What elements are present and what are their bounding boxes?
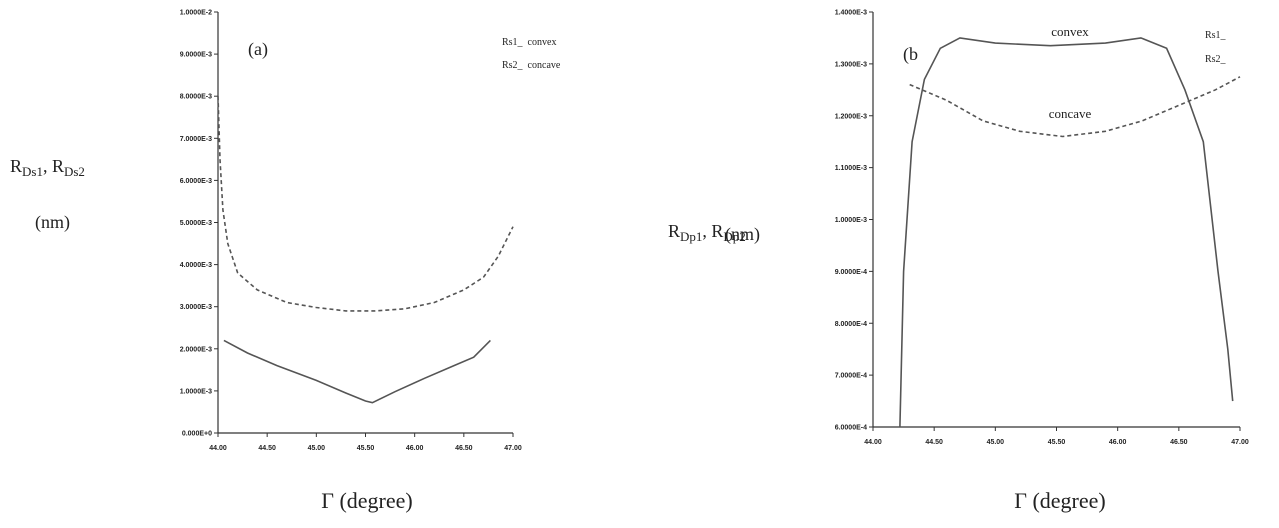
y-axis-label: RDs1, RDs2 [10,156,85,179]
y-label-part: R [668,221,680,241]
y-label-part: , R [43,156,64,176]
x-tick-label: 45.50 [1048,439,1066,446]
y-axis-unit: (nm) [725,224,760,245]
y-tick-label: 9.0000E-3 [180,52,212,59]
y-label-subscript: Ds1 [22,164,43,179]
series-line [909,76,1241,138]
y-tick-label: 7.0000E-4 [835,373,867,380]
x-tick-label: 44.50 [258,445,276,452]
y-tick-label: 1.0000E-3 [180,388,212,395]
x-tick-label: 45.50 [357,445,375,452]
y-label-part: , R [702,221,723,241]
y-label-part: R [10,156,22,176]
y-tick-label: 8.0000E-4 [835,321,867,328]
y-tick-label: 1.4000E-3 [835,10,867,17]
series-line [899,37,1234,428]
y-tick-label: 4.0000E-3 [180,262,212,269]
legend-entry: Rs2_ concave [502,60,561,71]
x-tick-label: 46.00 [1109,439,1127,446]
x-tick-label: 44.00 [864,439,882,446]
y-tick-label: 5.0000E-3 [180,220,212,227]
x-tick-label: 44.00 [209,445,227,452]
y-tick-label: 3.0000E-3 [180,304,212,311]
series-line [223,339,491,404]
legend-entry: Rs1_ convex [502,37,556,48]
y-tick-label: 1.0000E-2 [180,10,212,17]
legend-entry: Rs1_ [1205,30,1227,41]
x-axis-label: Γ (degree) [321,488,413,513]
y-tick-label: 1.1000E-3 [835,165,867,172]
series-line [217,96,514,312]
x-tick-label: 44.50 [925,439,943,446]
y-label-subscript: Dp1 [680,229,702,244]
x-tick-label: 45.00 [987,439,1005,446]
x-tick-label: 46.00 [406,445,424,452]
y-label-subscript: Ds2 [64,164,85,179]
y-tick-label: 6.0000E-4 [835,425,867,432]
annotation: concave [1049,106,1092,121]
y-tick-label: 2.0000E-3 [180,346,212,353]
x-tick-label: 45.00 [308,445,326,452]
y-tick-label: 8.0000E-3 [180,94,212,101]
x-axis-label: Γ (degree) [1014,488,1106,513]
x-tick-label: 46.50 [1170,439,1188,446]
y-tick-label: 6.0000E-3 [180,178,212,185]
y-tick-label: 0.000E+0 [182,431,212,438]
y-axis-label: RDp1, RDp2 [668,221,746,244]
panel-label: (b [903,44,918,65]
y-axis-unit: (nm) [35,212,70,233]
x-tick-label: 46.50 [455,445,473,452]
y-tick-label: 1.3000E-3 [835,61,867,68]
y-tick-label: 1.2000E-3 [835,113,867,120]
annotation: convex [1051,24,1089,39]
y-tick-label: 9.0000E-4 [835,269,867,276]
y-label-subscript: Dp2 [723,229,745,244]
x-tick-label: 47.00 [504,445,522,452]
panel-label: (a) [248,39,268,60]
y-tick-label: 7.0000E-3 [180,136,212,143]
legend-entry: Rs2_ [1205,54,1227,65]
x-tick-label: 47.00 [1231,439,1249,446]
y-tick-label: 1.0000E-3 [835,217,867,224]
